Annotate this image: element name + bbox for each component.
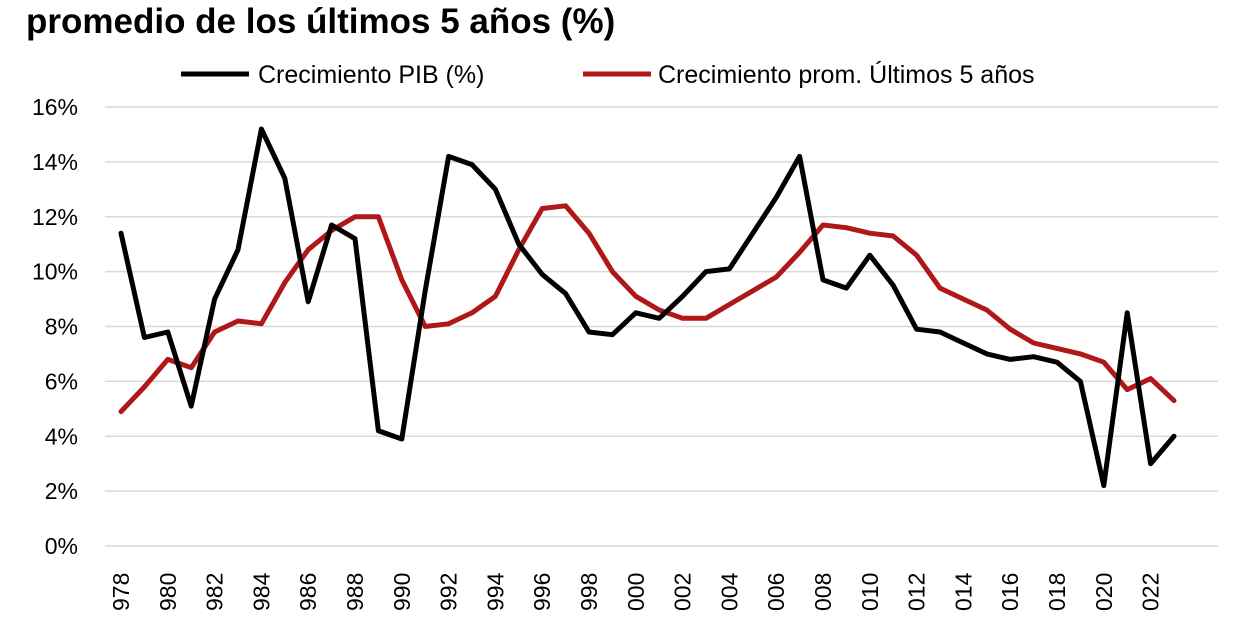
y-tick-label: 10%: [32, 259, 78, 285]
x-tick-label: 006: [763, 573, 789, 611]
x-tick-label: 008: [810, 573, 836, 611]
x-tick-label: 004: [716, 572, 742, 611]
x-tick-label: 986: [295, 573, 321, 611]
y-tick-label: 6%: [45, 368, 78, 394]
x-tick-label: 996: [529, 573, 555, 611]
x-tick-label: 998: [576, 573, 602, 611]
x-tick-label: 990: [389, 573, 415, 611]
y-axis-labels: 0% 2% 4% 6% 8% 10% 12% 14% 16%: [32, 94, 78, 559]
legend-label-prom: Crecimiento prom. Últimos 5 años: [658, 60, 1035, 89]
y-tick-label: 2%: [45, 478, 78, 504]
x-tick-label: 018: [1044, 573, 1070, 611]
x-axis-labels: 978 980 982 984 986 988 990 992 994 996 998 000 002 0…: [108, 572, 1164, 611]
x-tick-label: 982: [202, 573, 228, 611]
y-tick-label: 14%: [32, 149, 78, 175]
y-tick-label: 16%: [32, 94, 78, 120]
x-tick-label: 988: [342, 573, 368, 611]
x-tick-label: 978: [108, 573, 134, 611]
x-tick-label: 992: [436, 573, 462, 611]
x-tick-label: 022: [1138, 573, 1164, 611]
x-tick-label: 994: [482, 572, 508, 611]
y-tick-label: 4%: [45, 423, 78, 449]
x-tick-label: 012: [904, 573, 930, 611]
series-line-prom: [118, 203, 1177, 415]
x-tick-label: 014: [950, 572, 976, 611]
y-tick-label: 8%: [45, 314, 78, 340]
x-tick-label: 000: [623, 573, 649, 611]
legend: Crecimiento PIB (%) Crecimiento prom. Úl…: [181, 60, 1035, 89]
x-tick-label: 016: [997, 573, 1023, 611]
gridlines: [105, 106, 1218, 547]
series-lines: [118, 126, 1177, 489]
chart-title: promedio de los últimos 5 años (%): [26, 2, 616, 41]
x-tick-label: 020: [1091, 573, 1117, 611]
y-tick-label: 0%: [45, 533, 78, 559]
y-tick-label: 12%: [32, 204, 78, 230]
series-line-pib: [118, 126, 1177, 489]
legend-label-pib: Crecimiento PIB (%): [258, 61, 484, 89]
x-tick-label: 984: [248, 572, 274, 611]
x-tick-label: 010: [857, 573, 883, 611]
x-tick-label: 980: [155, 573, 181, 611]
x-tick-label: 002: [670, 573, 696, 611]
